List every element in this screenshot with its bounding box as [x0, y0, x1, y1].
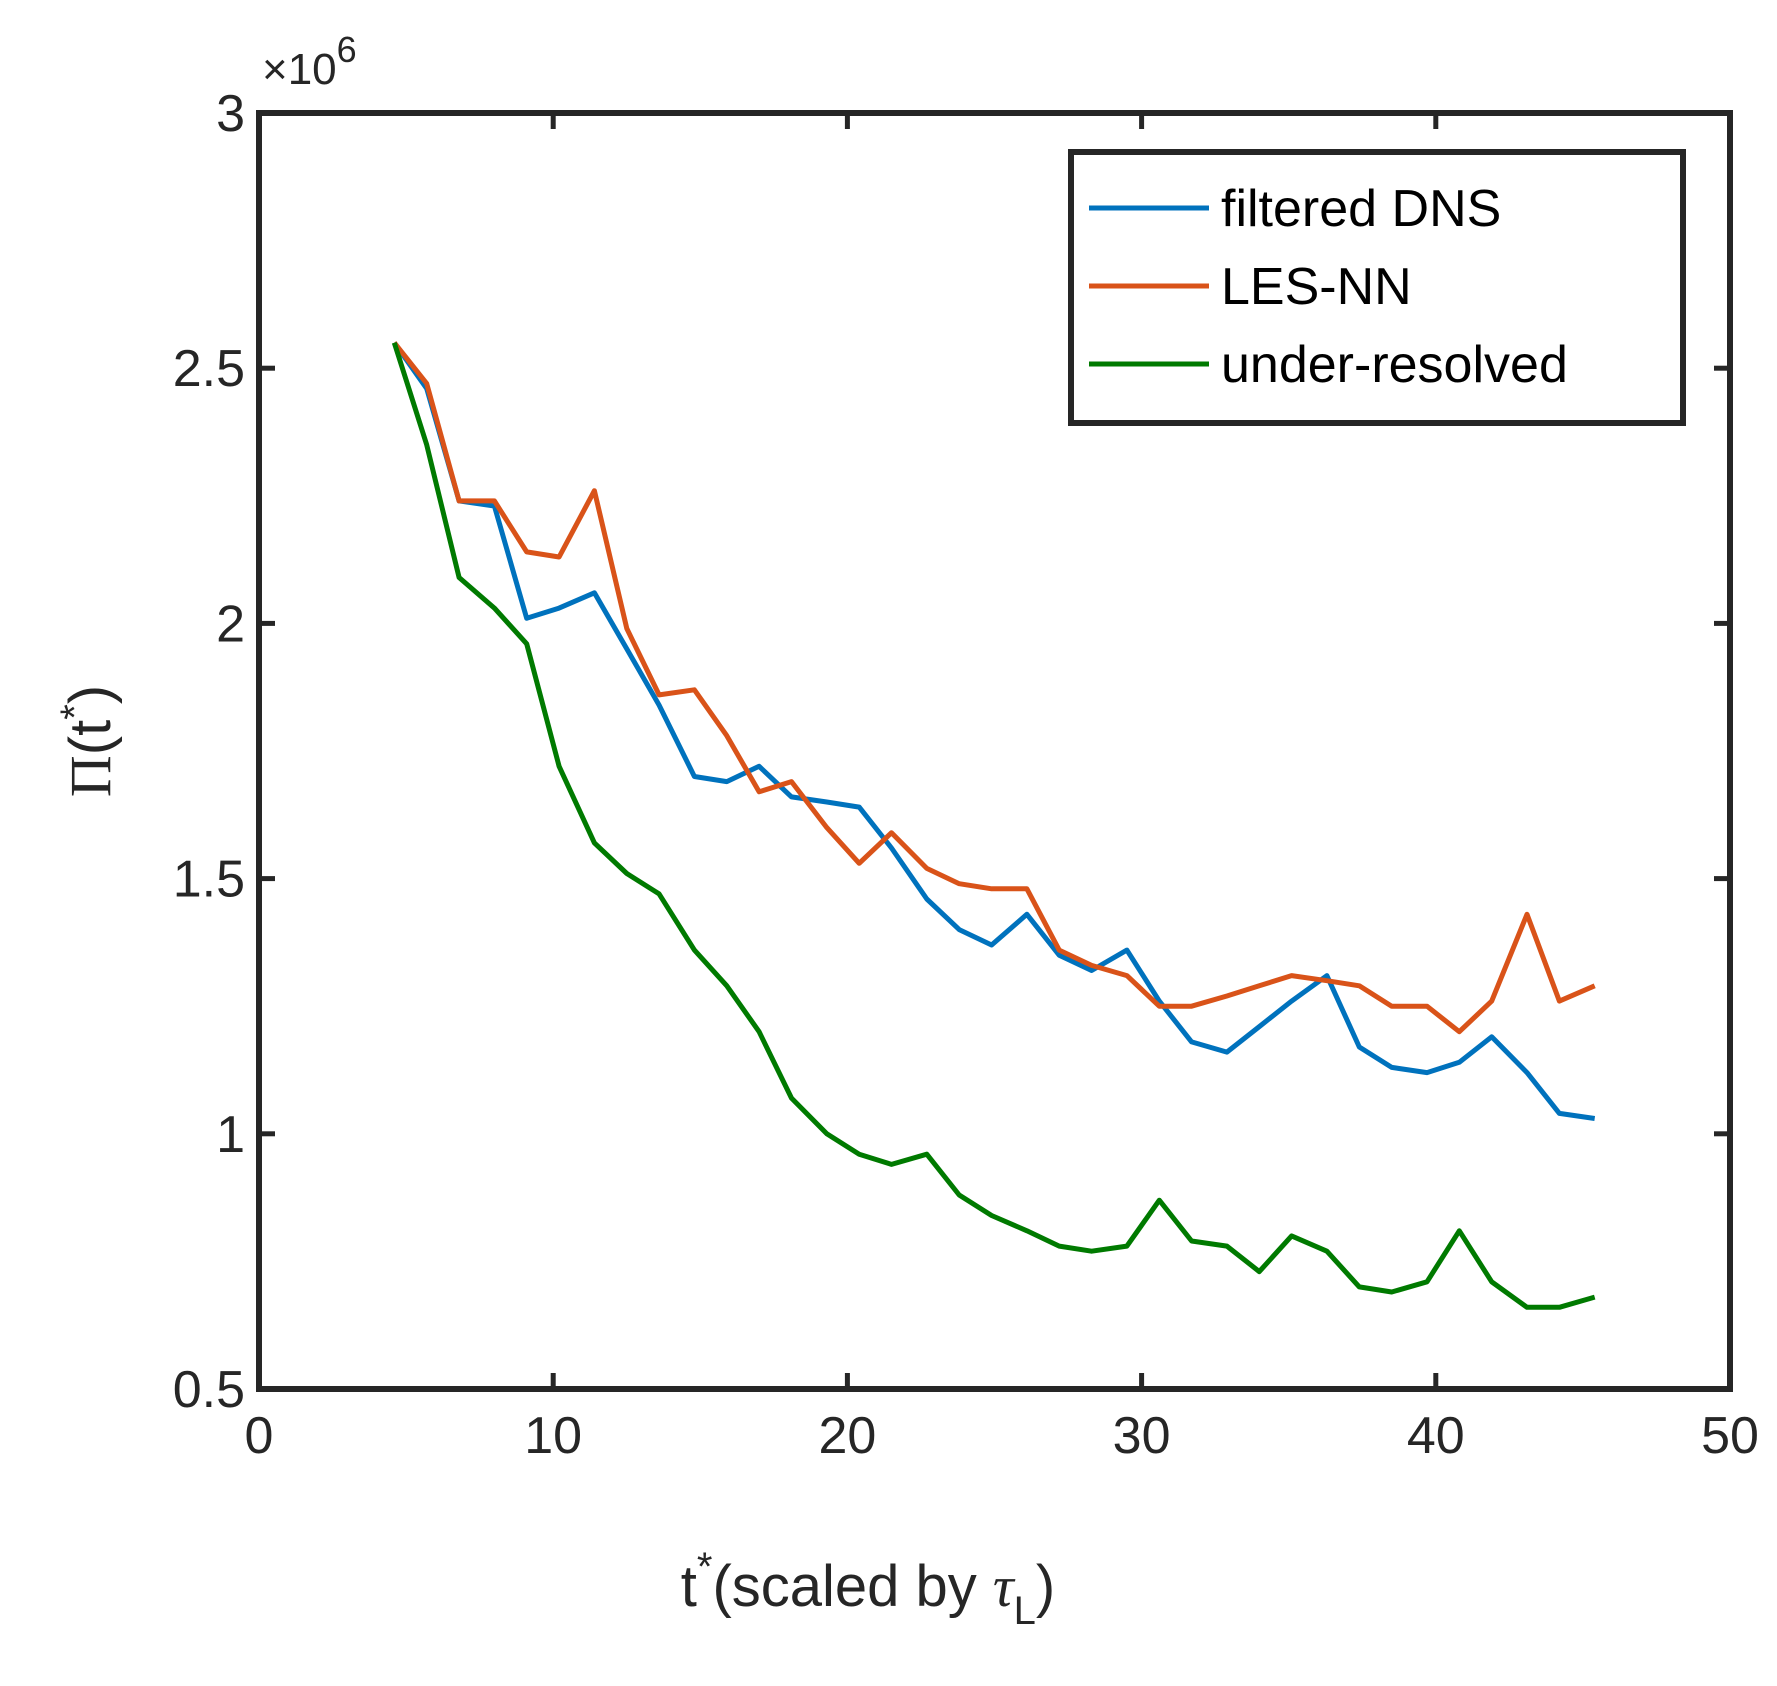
legend-label-under-resolved: under-resolved: [1221, 336, 1568, 394]
legend: filtered DNS LES-NN under-resolved: [1068, 149, 1686, 426]
axes-frame: [256, 110, 1733, 1392]
x-axis-label: t*(scaled by τL): [681, 1545, 1056, 1633]
x-tick-label: 40: [1407, 1407, 1465, 1465]
x-tick-label: 0: [245, 1407, 274, 1465]
series-line-les-nn: [392, 341, 1596, 1035]
y-axis-label-sup: *: [53, 704, 97, 720]
x-tick-label: 50: [1701, 1407, 1759, 1465]
x-axis-label-rest: (scaled by: [712, 1554, 992, 1619]
x-axis-label-sup: *: [697, 1545, 713, 1589]
y-tick-label: 0.5: [173, 1361, 245, 1419]
y-axis-label-symbol: Π: [58, 755, 123, 797]
legend-label-les-nn: LES-NN: [1221, 258, 1412, 316]
x-tick-label: 30: [1113, 1407, 1171, 1465]
x-axis-label-close: ): [1036, 1554, 1055, 1619]
series-line-under-resolved: [391, 341, 1596, 1310]
x-tick-label: 10: [524, 1407, 582, 1465]
y-exponent-power: 6: [337, 29, 357, 70]
series-line-filtered-dns: [392, 341, 1596, 1121]
y-tick-label: 1.5: [173, 851, 245, 909]
y-exponent-base: ×10: [262, 45, 337, 94]
y-tick-label: 2: [216, 595, 245, 653]
plot-area: [256, 110, 1733, 1392]
y-axis-label-close: ): [58, 685, 123, 704]
legend-label-filtered-dns: filtered DNS: [1221, 180, 1501, 238]
y-exponent: ×106: [262, 29, 357, 94]
x-axis-label-greek: τ: [993, 1554, 1016, 1619]
y-tick-label: 1: [216, 1106, 245, 1164]
y-axis-label-open: (t: [58, 720, 123, 755]
x-axis-label-sub: L: [1014, 1589, 1036, 1633]
axis-ticks: 0 10 20 30 40 50 0.5 1 1.5 2 2.5 3: [173, 85, 1759, 1465]
y-axis-label: Π(t*): [53, 685, 123, 797]
y-tick-label: 2.5: [173, 340, 245, 398]
y-tick-label: 3: [216, 85, 245, 143]
series-layer: [391, 341, 1596, 1310]
x-axis-label-base: t: [681, 1554, 697, 1619]
x-tick-label: 20: [818, 1407, 876, 1465]
